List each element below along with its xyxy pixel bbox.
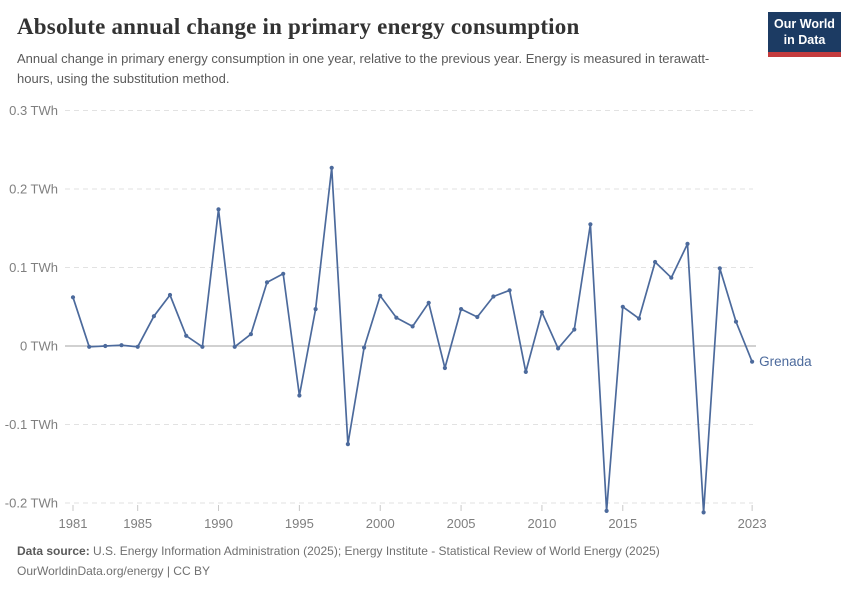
data-point[interactable] bbox=[297, 393, 302, 398]
y-axis-tick-label: 0.2 TWh bbox=[9, 182, 58, 197]
y-axis-tick-label: -0.1 TWh bbox=[5, 417, 58, 432]
data-point[interactable] bbox=[216, 207, 221, 212]
owid-logo-line2: in Data bbox=[783, 32, 826, 47]
data-point[interactable] bbox=[281, 271, 286, 276]
data-point[interactable] bbox=[507, 288, 512, 293]
data-point[interactable] bbox=[135, 344, 140, 349]
y-axis-tick-label: -0.2 TWh bbox=[5, 496, 58, 511]
data-point[interactable] bbox=[442, 365, 447, 371]
data-point[interactable] bbox=[362, 345, 367, 350]
data-point[interactable] bbox=[588, 222, 593, 227]
data-source-label: Data source: bbox=[17, 544, 90, 558]
y-axis-tick-label: 0 TWh bbox=[20, 339, 58, 354]
data-point[interactable] bbox=[119, 343, 124, 348]
x-axis-tick-label: 1990 bbox=[204, 516, 233, 531]
data-point[interactable] bbox=[733, 319, 739, 324]
data-point[interactable] bbox=[329, 165, 334, 170]
y-axis-tick-label: 0.1 TWh bbox=[9, 260, 58, 275]
data-point[interactable] bbox=[604, 508, 609, 513]
data-point[interactable] bbox=[636, 316, 642, 321]
chart-header: Absolute annual change in primary energy… bbox=[17, 14, 757, 88]
x-axis-tick-label: 2000 bbox=[366, 516, 395, 531]
data-point[interactable] bbox=[459, 307, 464, 312]
data-point[interactable] bbox=[620, 304, 625, 309]
x-axis-tick-label: 2005 bbox=[447, 516, 476, 531]
data-point[interactable] bbox=[184, 333, 189, 338]
chart-footer: Data source: U.S. Energy Information Adm… bbox=[17, 544, 837, 578]
x-axis-tick-label: 1985 bbox=[123, 516, 152, 531]
data-point[interactable] bbox=[232, 344, 237, 349]
data-point[interactable] bbox=[167, 292, 173, 298]
x-axis-tick-label: 1981 bbox=[59, 516, 88, 531]
data-point[interactable] bbox=[70, 295, 76, 300]
data-point[interactable] bbox=[685, 241, 690, 246]
data-point[interactable] bbox=[475, 314, 480, 320]
data-point[interactable] bbox=[313, 307, 318, 312]
data-point[interactable] bbox=[750, 359, 755, 364]
page-title: Absolute annual change in primary energy… bbox=[17, 14, 580, 39]
data-point[interactable] bbox=[491, 294, 496, 299]
data-point[interactable] bbox=[103, 343, 108, 349]
x-axis-tick-label: 2015 bbox=[608, 516, 637, 531]
data-point[interactable] bbox=[87, 344, 92, 349]
entity-label[interactable]: Grenada bbox=[759, 354, 812, 369]
series-line[interactable] bbox=[72, 166, 753, 514]
data-point[interactable] bbox=[556, 346, 561, 351]
x-axis-tick-label: 2010 bbox=[527, 516, 556, 531]
data-source-line: Data source: U.S. Energy Information Adm… bbox=[17, 544, 837, 558]
x-axis-tick-label: 2023 bbox=[738, 516, 767, 531]
data-point[interactable] bbox=[701, 510, 706, 515]
data-point[interactable] bbox=[248, 332, 253, 337]
owid-logo-line1: Our World bbox=[774, 17, 835, 31]
data-point[interactable] bbox=[717, 266, 722, 271]
data-point[interactable] bbox=[572, 327, 577, 332]
chart-subtitle: Annual change in primary energy consumpt… bbox=[17, 51, 710, 86]
data-point[interactable] bbox=[669, 275, 674, 280]
data-point[interactable] bbox=[410, 324, 415, 329]
data-point[interactable] bbox=[151, 314, 156, 319]
data-point[interactable] bbox=[264, 280, 270, 285]
data-point[interactable] bbox=[426, 300, 431, 305]
y-axis-tick-label: 0.3 TWh bbox=[9, 103, 58, 118]
data-point[interactable] bbox=[539, 310, 545, 315]
data-point[interactable] bbox=[394, 315, 399, 320]
owid-logo[interactable]: Our World in Data bbox=[768, 12, 841, 58]
data-point[interactable] bbox=[653, 259, 658, 265]
data-point[interactable] bbox=[345, 442, 350, 447]
data-source-text: U.S. Energy Information Administration (… bbox=[93, 544, 660, 558]
x-axis-tick-label: 1995 bbox=[285, 516, 314, 531]
data-point[interactable] bbox=[378, 293, 383, 298]
data-point[interactable] bbox=[523, 369, 528, 374]
license-line[interactable]: OurWorldinData.org/energy | CC BY bbox=[17, 564, 210, 578]
data-point[interactable] bbox=[200, 344, 205, 349]
